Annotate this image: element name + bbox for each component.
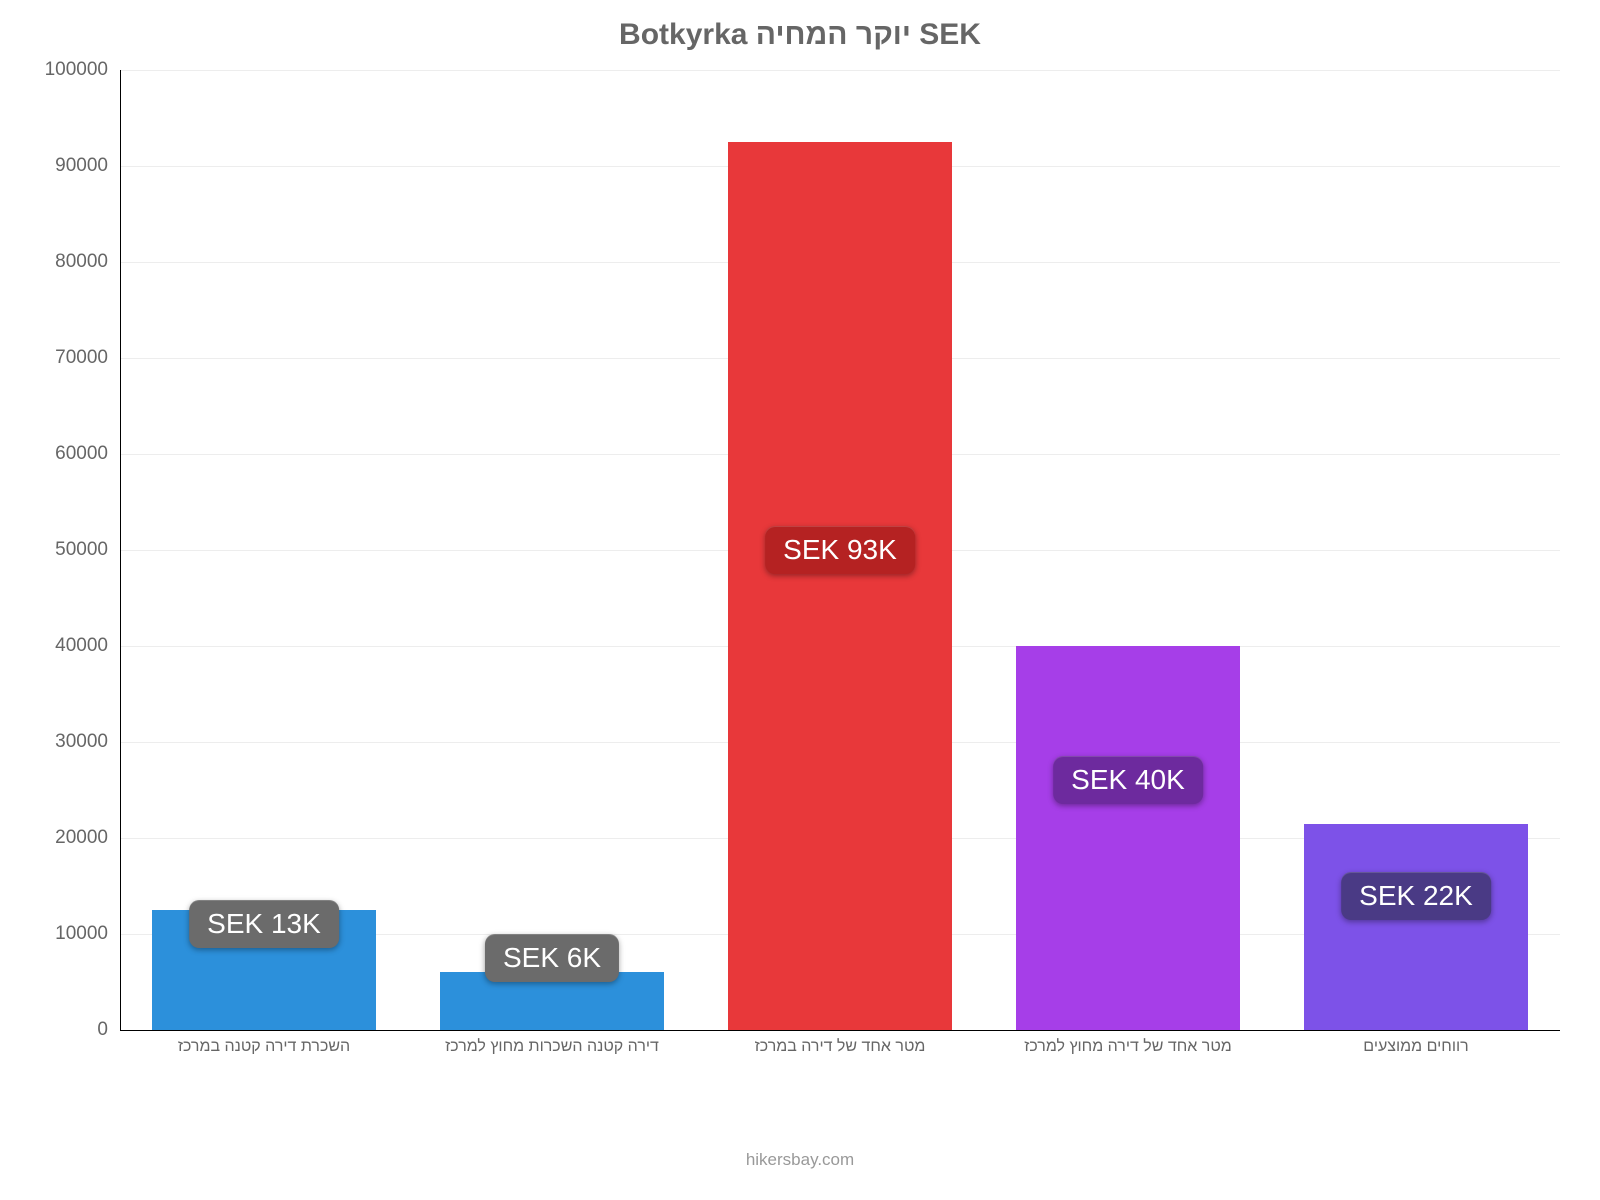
x-tick-label: מטר אחד של דירה במרכז <box>696 1038 984 1056</box>
y-tick-label: 10000 <box>0 923 108 945</box>
y-tick-label: 70000 <box>0 347 108 369</box>
x-tick-label: מטר אחד של דירה מחוץ למרכז <box>984 1038 1272 1056</box>
y-tick-label: 50000 <box>0 539 108 561</box>
y-tick-label: 0 <box>0 1019 108 1041</box>
bar <box>1304 824 1529 1030</box>
y-tick-label: 30000 <box>0 731 108 753</box>
value-badge: SEK 40K <box>1053 756 1203 804</box>
value-badge: SEK 93K <box>765 526 915 574</box>
y-tick-label: 80000 <box>0 251 108 273</box>
x-tick-label: רווחים ממוצעים <box>1272 1038 1560 1056</box>
bar <box>728 142 953 1030</box>
chart-title: Botkyrka יוקר המחיה SEK <box>0 18 1600 52</box>
y-tick-label: 90000 <box>0 155 108 177</box>
bar <box>1016 646 1241 1030</box>
chart-container: Botkyrka יוקר המחיה SEK 0100002000030000… <box>0 0 1600 1200</box>
y-tick-label: 60000 <box>0 443 108 465</box>
y-tick-label: 100000 <box>0 59 108 81</box>
chart-footer: hikersbay.com <box>0 1150 1600 1170</box>
y-tick-label: 40000 <box>0 635 108 657</box>
gridline <box>120 70 1560 71</box>
value-badge: SEK 22K <box>1341 872 1491 920</box>
value-badge: SEK 13K <box>189 900 339 948</box>
plot-area: 0100002000030000400005000060000700008000… <box>120 70 1560 1030</box>
x-axis <box>120 1030 1560 1031</box>
y-tick-label: 20000 <box>0 827 108 849</box>
value-badge: SEK 6K <box>485 934 619 982</box>
x-tick-label: דירה קטנה השכרות מחוץ למרכז <box>408 1038 696 1056</box>
x-tick-label: השכרת דירה קטנה במרכז <box>120 1038 408 1056</box>
